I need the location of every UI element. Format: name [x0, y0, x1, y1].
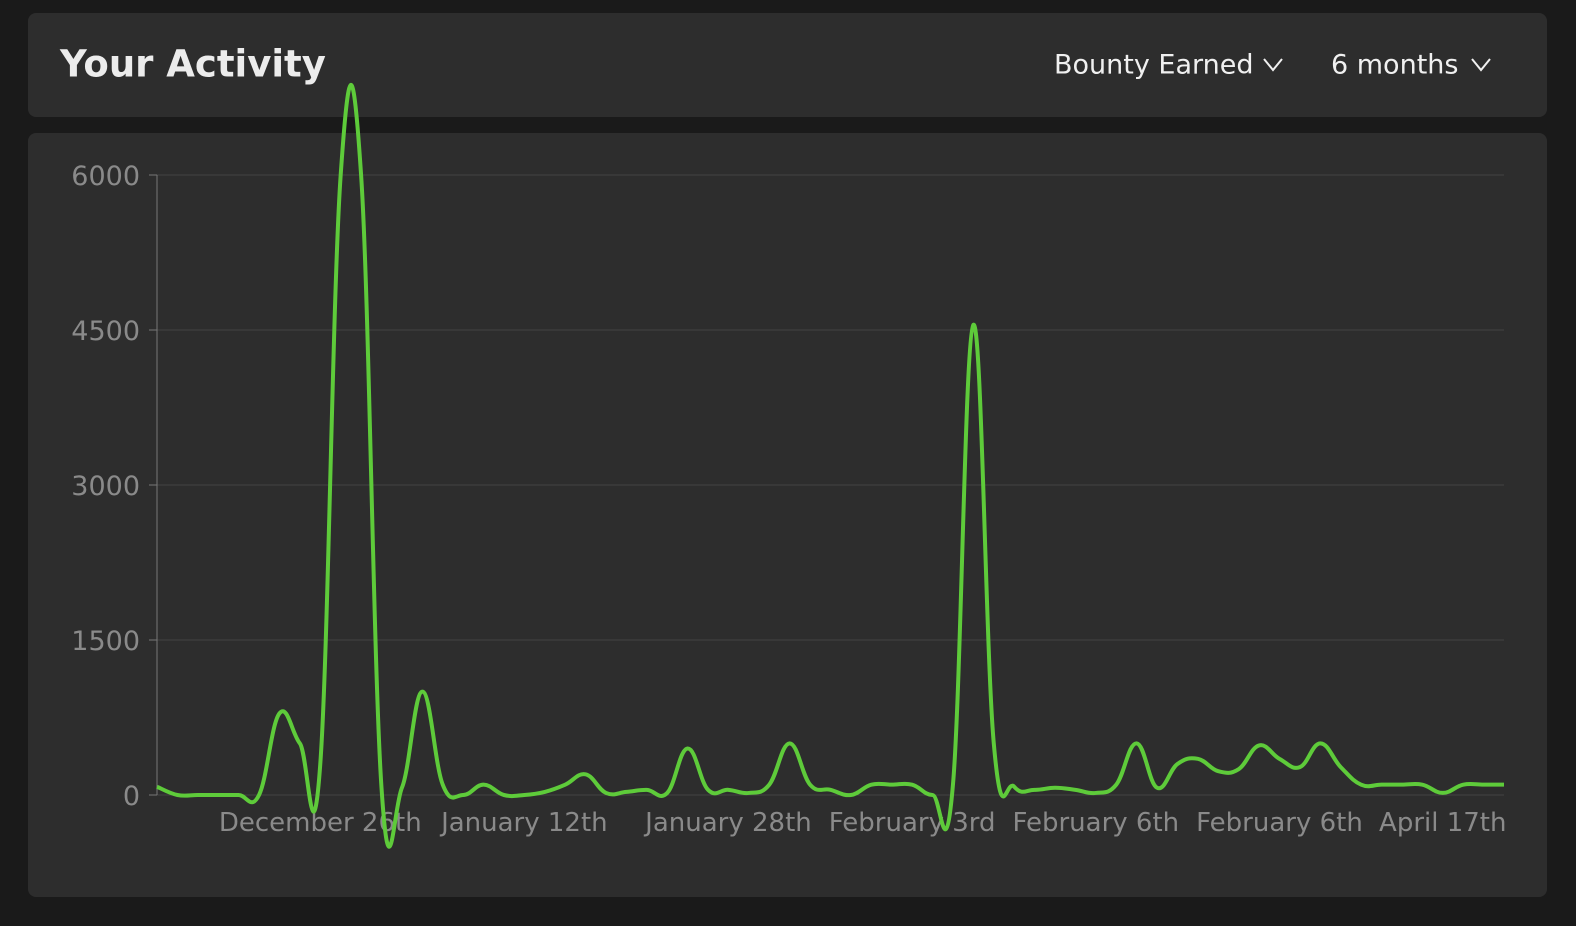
chevron-icon[interactable] — [1263, 58, 1283, 72]
chart: 0 1500 3000 4500 6000 December 26th January 12… — [71, 82, 1506, 849]
y-tick-label: 6000 — [71, 161, 140, 192]
x-tick-label: January 12th — [439, 808, 608, 838]
range-dropdown[interactable]: 6 months — [1331, 50, 1491, 81]
metric-dropdown[interactable]: Bounty Earned — [1054, 50, 1283, 81]
dropdown-label[interactable]: 6 months — [1331, 50, 1458, 81]
chevron-icon[interactable] — [1471, 58, 1491, 72]
dropdown-label[interactable]: Bounty Earned — [1054, 50, 1254, 81]
y-tick-label: 1500 — [71, 626, 140, 657]
x-tick-label: April 17th — [1379, 808, 1506, 838]
header-panel — [28, 13, 1547, 117]
page-title: Your Activity — [59, 43, 326, 86]
y-tick-label: 3000 — [71, 471, 140, 502]
y-tick-label: 4500 — [71, 316, 140, 347]
x-tick-label: February 3rd — [829, 808, 996, 838]
chart-panel — [28, 133, 1547, 897]
x-tick-label: January 28th — [643, 808, 812, 838]
x-tick-label: February 6th — [1012, 808, 1179, 838]
x-tick-label: February 6th — [1196, 808, 1363, 838]
y-tick-label: 0 — [123, 781, 140, 812]
x-tick-label: December 26th — [219, 808, 422, 838]
data-line — [156, 82, 1504, 849]
